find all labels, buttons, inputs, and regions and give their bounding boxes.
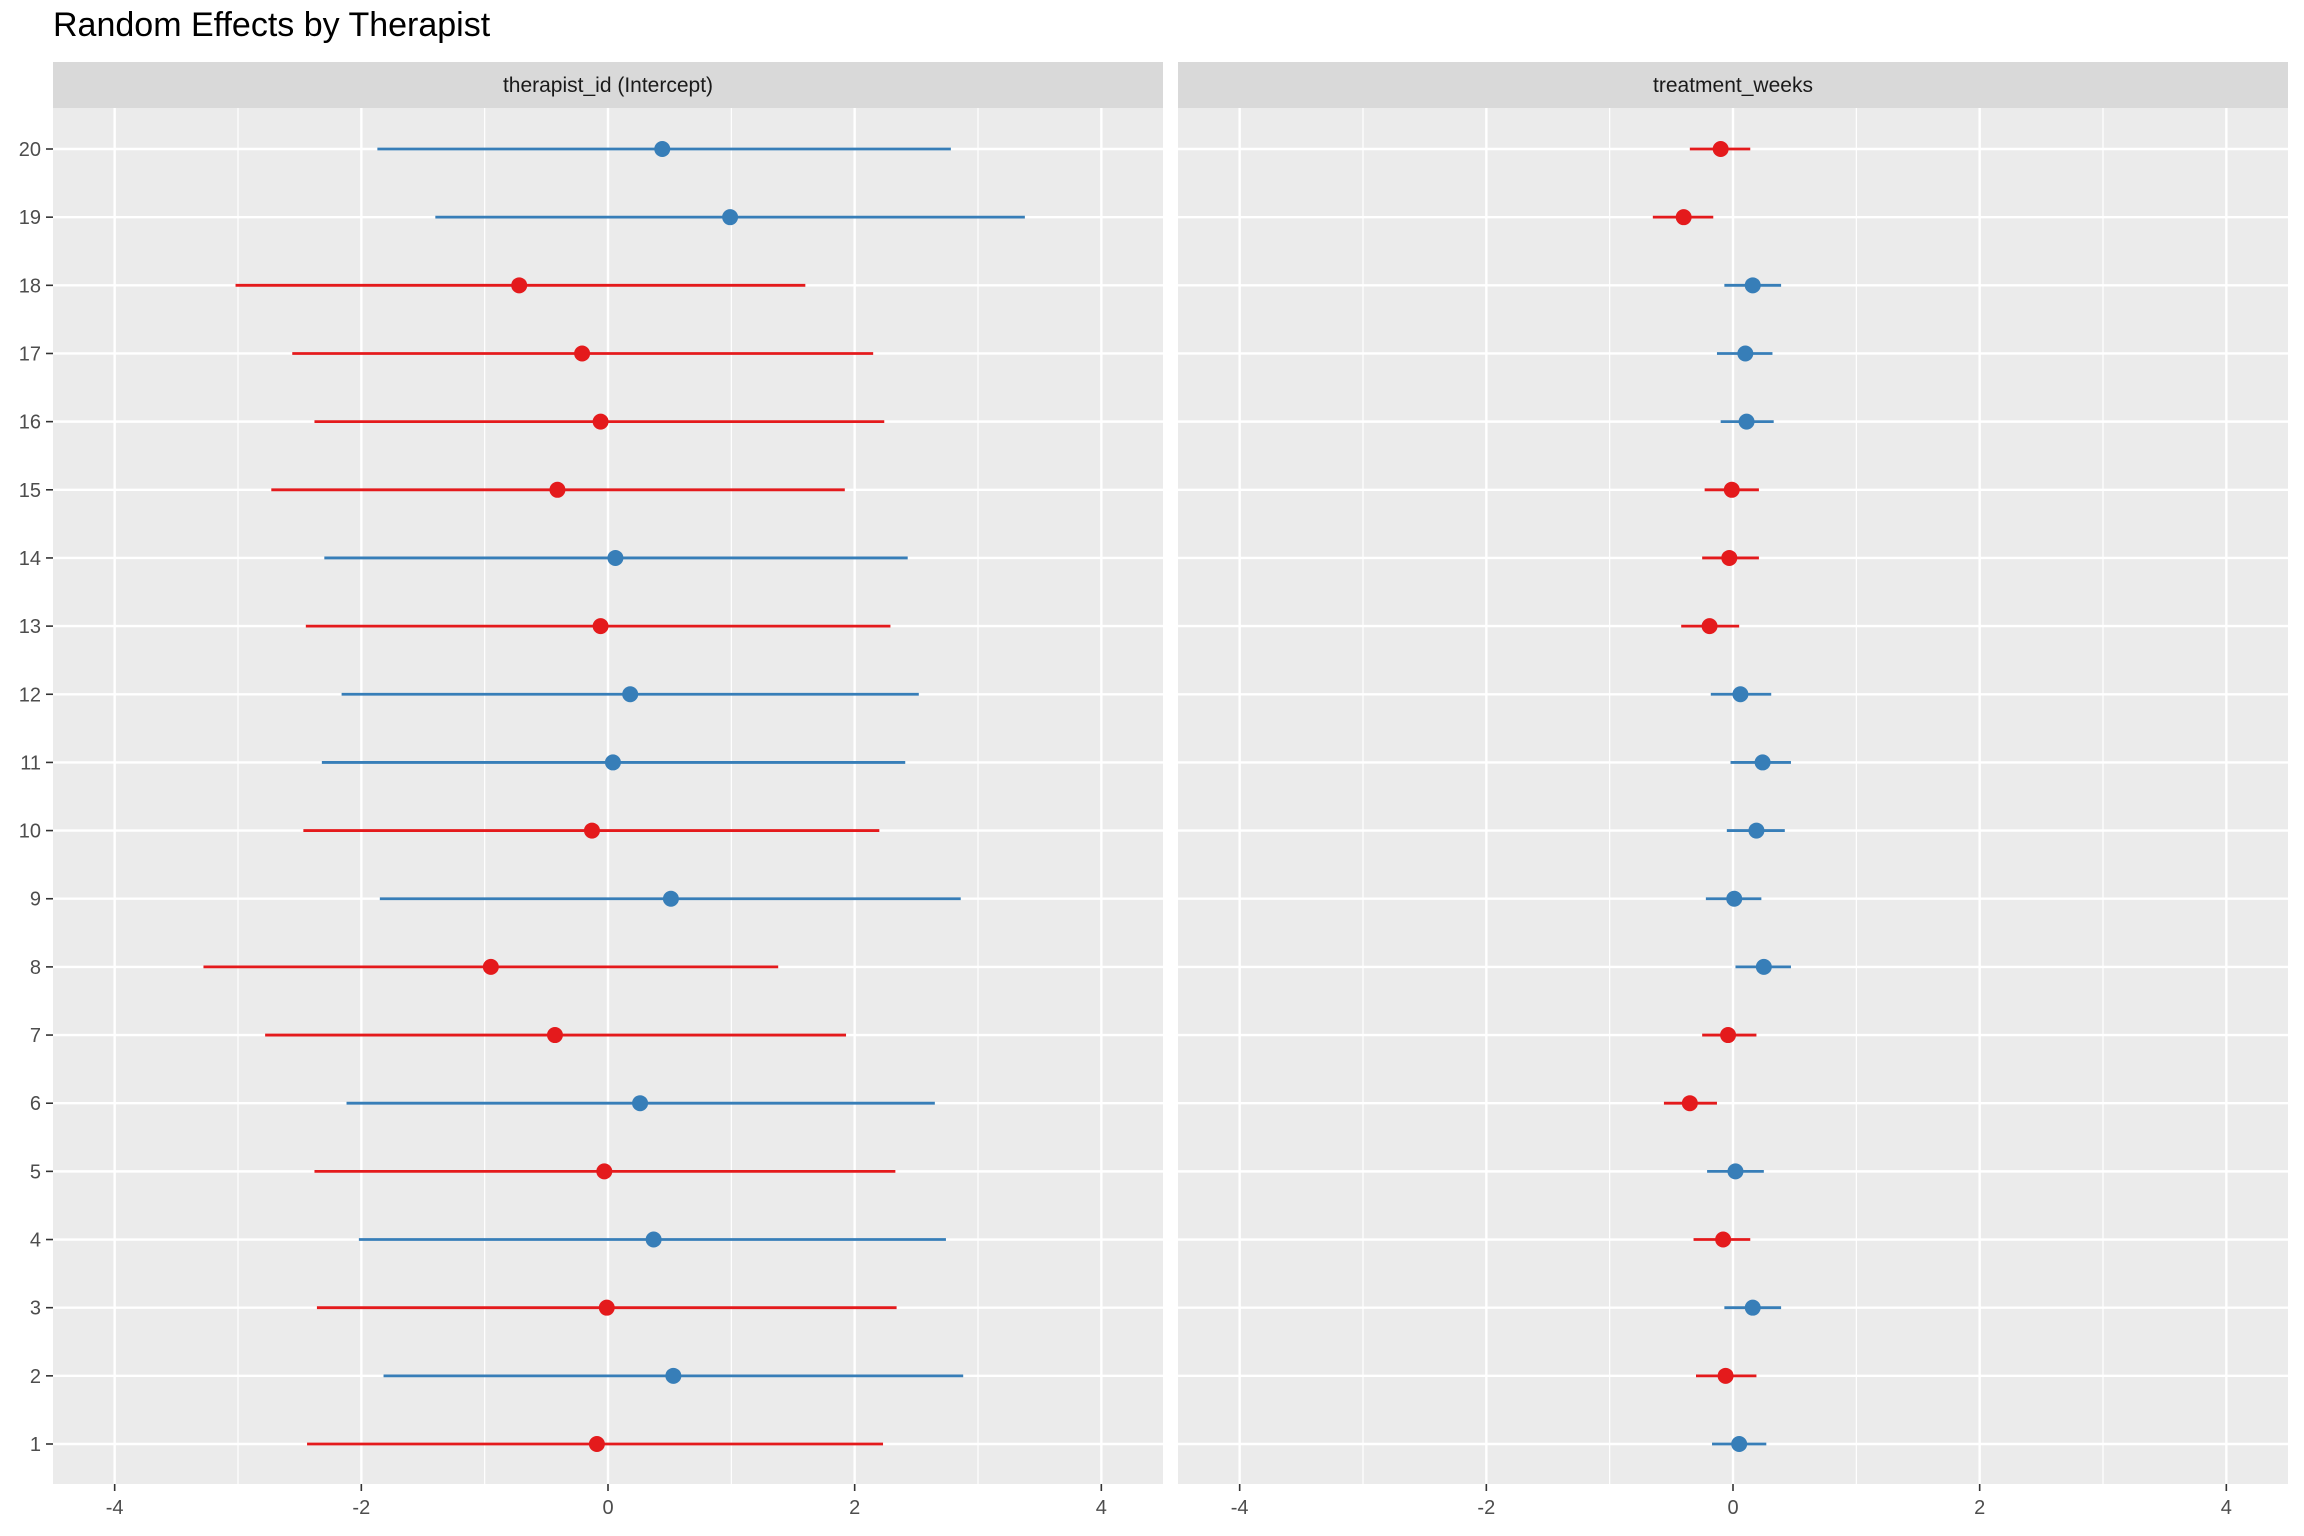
point-estimate-2 (665, 1367, 682, 1384)
point-estimate-3 (598, 1299, 615, 1316)
chart-title: Random Effects by Therapist (53, 6, 491, 44)
point-estimate-3 (1744, 1299, 1761, 1316)
y-tick-label: 1 (30, 1434, 41, 1456)
y-tick-label: 16 (19, 412, 41, 434)
point-estimate-10 (583, 822, 600, 839)
y-tick-label: 12 (19, 684, 41, 706)
point-estimate-5 (1727, 1163, 1744, 1180)
point-estimate-11 (1754, 754, 1771, 771)
x-tick-label: 2 (1974, 1497, 1985, 1519)
y-tick-label: 15 (19, 480, 41, 502)
y-tick-label: 18 (19, 275, 41, 297)
facet-strip-label: treatment_weeks (1653, 74, 1813, 97)
x-tick-label: 0 (602, 1497, 613, 1519)
point-estimate-16 (1738, 413, 1755, 430)
point-estimate-6 (632, 1095, 649, 1112)
point-estimate-20 (1712, 141, 1729, 157)
point-estimate-17 (574, 345, 591, 362)
y-tick-label: 5 (30, 1161, 41, 1183)
point-estimate-2 (1717, 1367, 1734, 1384)
facet-strip (1178, 62, 2288, 108)
panel-therapist-id-intercept: therapist_id (Intercept) -4 -2 0 2 4 (53, 62, 1163, 1519)
point-estimate-5 (596, 1163, 613, 1180)
y-tick-label: 8 (30, 957, 41, 979)
y-tick-label: 20 (19, 139, 41, 161)
y-tick-label: 9 (30, 889, 41, 911)
point-estimate-18 (511, 277, 528, 294)
point-estimate-12 (1732, 686, 1749, 703)
x-tick-label: 4 (2221, 1497, 2232, 1519)
point-estimate-14 (1721, 549, 1738, 566)
point-estimate-16 (592, 413, 609, 430)
point-estimate-10 (1748, 822, 1765, 839)
point-estimate-12 (622, 686, 639, 703)
point-estimate-17 (1737, 345, 1754, 362)
point-estimate-1 (588, 1436, 605, 1452)
point-estimate-4 (1715, 1231, 1732, 1248)
point-estimate-6 (1681, 1095, 1698, 1112)
y-tick-label: 6 (30, 1093, 41, 1115)
x-tick-label: 2 (849, 1497, 860, 1519)
y-tick-label: 3 (30, 1298, 41, 1320)
y-tick-label: 17 (19, 343, 41, 365)
point-estimate-13 (592, 618, 609, 635)
point-estimate-15 (549, 481, 566, 498)
point-estimate-20 (654, 141, 671, 157)
point-estimate-19 (1675, 209, 1692, 226)
facet-strip (53, 62, 1163, 108)
point-estimate-8 (1755, 958, 1772, 975)
point-estimate-8 (482, 958, 499, 975)
point-estimate-7 (1720, 1027, 1737, 1044)
point-estimate-18 (1744, 277, 1761, 294)
point-estimate-9 (662, 890, 679, 907)
point-estimate-15 (1723, 481, 1740, 498)
point-estimate-9 (1726, 890, 1743, 907)
y-tick-label: 13 (19, 616, 41, 638)
point-estimate-14 (607, 549, 624, 566)
point-estimate-13 (1701, 618, 1718, 635)
y-tick-label: 14 (19, 548, 41, 570)
panels-layer: therapist_id (Intercept)-4 -2 0 2 4treatment… (53, 62, 2288, 1519)
y-tick-label: 4 (30, 1230, 41, 1252)
point-estimate-1 (1731, 1436, 1748, 1452)
panel-treatment-weeks: treatment_weeks -4 -2 0 2 4 (1178, 62, 2288, 1519)
facet-strip-label: therapist_id (Intercept) (503, 74, 713, 97)
x-tick-label: 4 (1096, 1497, 1107, 1519)
x-tick-label: -4 (106, 1497, 124, 1519)
y-tick-label: 11 (20, 752, 41, 774)
y-tick-label: 7 (30, 1025, 41, 1047)
point-estimate-4 (645, 1231, 662, 1248)
x-tick-label: -2 (1477, 1497, 1495, 1519)
x-tick-label: -4 (1231, 1497, 1249, 1519)
y-tick-label: 2 (30, 1366, 41, 1388)
point-estimate-7 (546, 1027, 563, 1044)
y-tick-label: 19 (19, 207, 41, 229)
x-tick-label: -2 (352, 1497, 370, 1519)
x-tick-label: 0 (1727, 1497, 1738, 1519)
point-estimate-19 (722, 209, 739, 226)
y-tick-label: 10 (19, 821, 41, 843)
point-estimate-11 (604, 754, 621, 771)
